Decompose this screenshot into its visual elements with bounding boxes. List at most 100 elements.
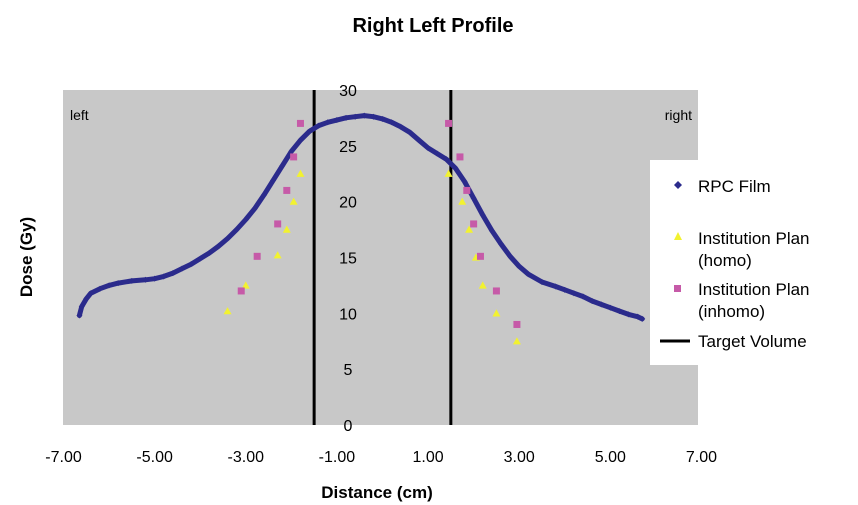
homo-point-4 [289, 197, 298, 205]
rpc-film-point-58 [607, 304, 614, 311]
rpc-film-point-36 [397, 123, 404, 130]
x-tick-label: -7.00 [45, 449, 82, 466]
rpc-film-point-29 [333, 117, 340, 124]
rpc-film-point-4 [96, 285, 103, 292]
rpc-film-point-45 [479, 212, 486, 219]
rpc-film-point-1 [78, 303, 85, 310]
legend-target-volume-label: Target Volume [698, 332, 807, 351]
homo-point-5 [296, 169, 305, 177]
rpc-film-point-34 [379, 115, 386, 122]
x-tick-label: -5.00 [136, 449, 173, 466]
y-tick-label: 0 [344, 418, 353, 435]
rpc-film-point-11 [169, 270, 176, 277]
inhomo-point-0 [237, 287, 245, 295]
y-tick-label: 20 [339, 195, 357, 212]
rpc-film-point-61 [634, 313, 641, 320]
y-tick-label: 25 [339, 139, 357, 156]
legend-box [650, 160, 858, 365]
homo-point-2 [273, 251, 282, 259]
homo-point-8 [465, 225, 474, 233]
rpc-film-point-48 [507, 253, 514, 260]
homo-point-1 [241, 281, 250, 289]
homo-point-3 [282, 225, 291, 233]
rpc-film-point-5 [106, 282, 113, 289]
rpc-film-point-49 [516, 263, 523, 270]
legend-homo-marker [674, 232, 682, 240]
y-axis-title: Dose (Gy) [17, 217, 36, 297]
y-tick-label: 30 [339, 83, 357, 100]
x-axis-title: Distance (cm) [321, 483, 432, 502]
annotation-left: left [70, 107, 89, 123]
rpc-film-point-8 [142, 276, 149, 283]
rpc-film-point-53 [561, 286, 568, 293]
rpc-film-point-0 [76, 312, 83, 319]
homo-point-7 [458, 197, 467, 205]
inhomo-point-12 [513, 320, 521, 328]
inhomo-point-10 [476, 252, 484, 260]
inhomo-point-3 [283, 186, 291, 194]
rpc-film-point-27 [315, 122, 322, 129]
rpc-film-point-38 [415, 137, 422, 144]
rpc-film-point-35 [388, 119, 395, 126]
rpc-film-point-46 [488, 227, 495, 234]
rpc-film-point-47 [497, 241, 504, 248]
rpc-film-point-56 [589, 298, 596, 305]
rpc-film-point-24 [288, 148, 295, 155]
rpc-film-point-21 [261, 191, 268, 198]
homo-point-12 [512, 337, 521, 345]
legend: RPC Film Institution Plan (homo) Institutio… [660, 177, 810, 351]
rpc-film-point-44 [470, 195, 477, 202]
rpc-film-point-28 [324, 119, 331, 126]
legend-rpc-film-marker [674, 181, 682, 189]
rpc-film-point-18 [233, 226, 240, 233]
rpc-film-point-62 [639, 315, 646, 322]
rpc-film-point-14 [197, 255, 204, 262]
legend-inhomo-label: Institution Plan (inhomo) [698, 280, 810, 321]
inhomo-point-8 [463, 186, 471, 194]
y-tick-label: 15 [339, 250, 357, 267]
plot-area [63, 90, 698, 425]
x-tick-label: 3.00 [504, 449, 535, 466]
rpc-film-point-57 [598, 301, 605, 308]
inhomo-point-7 [456, 153, 464, 161]
legend-homo-label: Institution Plan (homo) [698, 229, 810, 270]
rpc-film-point-20 [251, 205, 258, 212]
rpc-film-point-39 [425, 144, 432, 151]
rpc-film-point-33 [370, 113, 377, 120]
rpc-film-point-3 [87, 290, 94, 297]
rpc-film-point-42 [452, 165, 459, 172]
rpc-film-point-59 [616, 308, 623, 315]
homo-point-6 [444, 169, 453, 177]
rpc-film-point-19 [242, 216, 249, 223]
inhomo-point-9 [470, 220, 478, 228]
rpc-film-point-9 [151, 275, 158, 282]
chart-title: Right Left Profile [352, 15, 513, 37]
rpc-film-point-55 [579, 293, 586, 300]
rpc-film-point-25 [297, 137, 304, 144]
inhomo-point-6 [445, 119, 453, 127]
rpc-film-point-31 [352, 113, 359, 120]
inhomo-point-1 [253, 252, 261, 260]
rpc-film-point-40 [434, 150, 441, 157]
rpc-film-point-13 [188, 261, 195, 268]
homo-point-11 [492, 309, 501, 317]
rpc-film-point-26 [306, 128, 313, 135]
legend-rpc-film-label: RPC Film [698, 177, 771, 196]
rpc-film-point-22 [270, 177, 277, 184]
x-tick-label: -1.00 [319, 449, 356, 466]
rpc-film-point-15 [206, 249, 213, 256]
rpc-film-point-30 [343, 114, 350, 121]
rpc-film-point-52 [552, 283, 559, 290]
rpc-film-point-41 [443, 156, 450, 163]
inhomo-point-11 [492, 287, 500, 295]
x-tick-label: 7.00 [686, 449, 717, 466]
rpc-film-point-12 [178, 265, 185, 272]
rpc-film-point-10 [160, 273, 167, 280]
annotation-right: right [665, 107, 692, 123]
plot-layer [76, 90, 646, 425]
rpc-film-point-60 [625, 311, 632, 318]
rpc-film-point-2 [83, 295, 90, 302]
homo-point-10 [478, 281, 487, 289]
y-tick-label: 10 [339, 306, 357, 323]
